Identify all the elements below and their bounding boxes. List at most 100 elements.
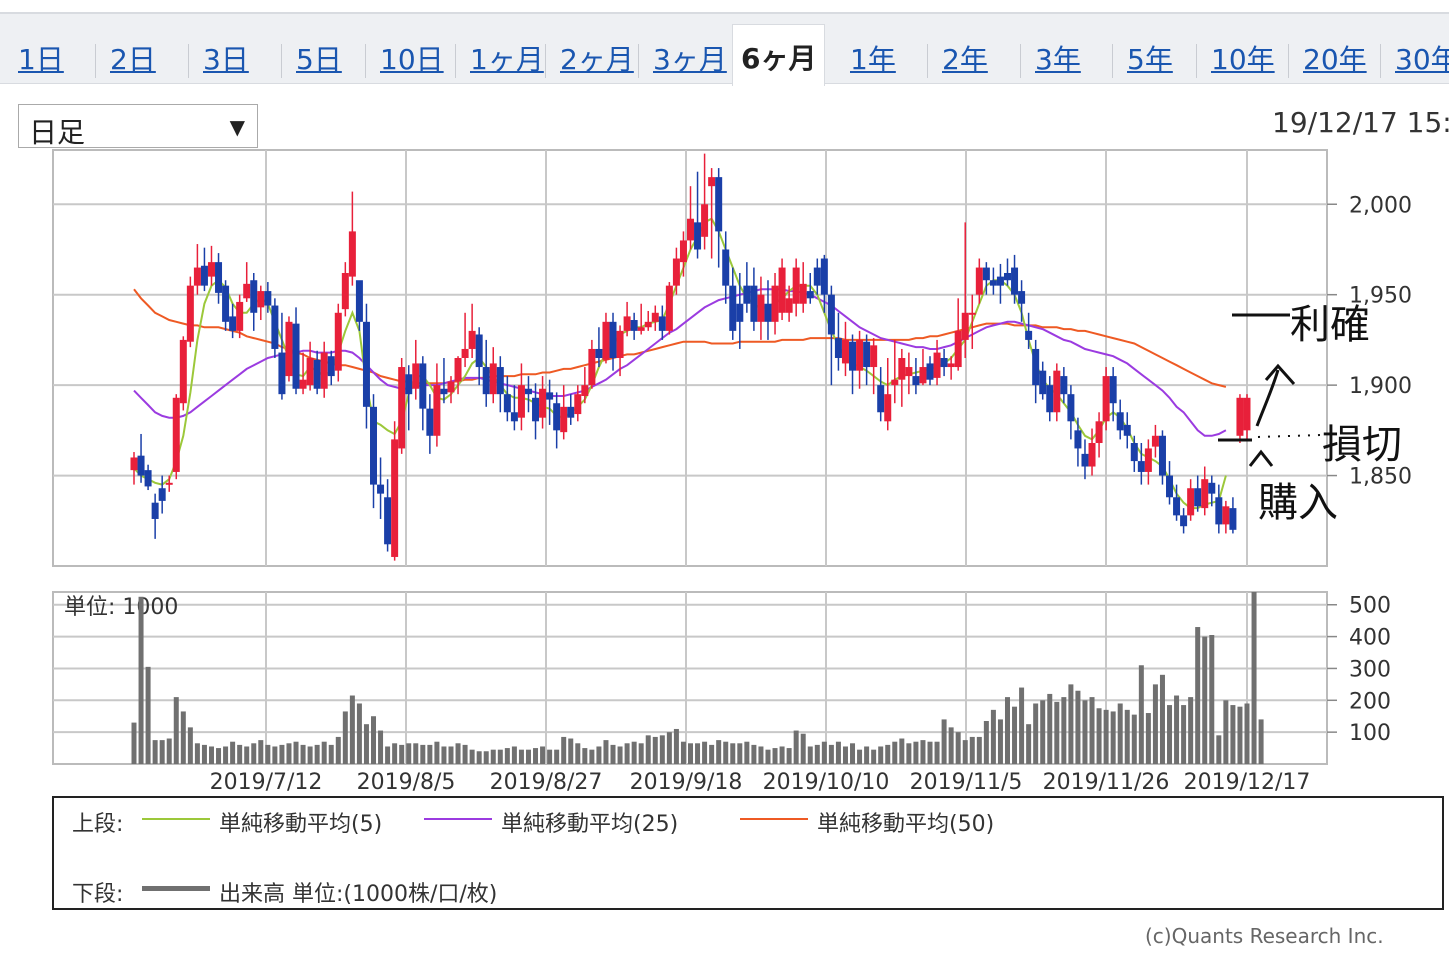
volume-bar [969,736,975,764]
tab-1[interactable]: 1日 [18,43,64,76]
tab-15[interactable]: 20年 [1303,43,1367,76]
volume-bar [1068,684,1074,764]
volume-bar [709,744,715,764]
tab-separator [1288,44,1289,78]
candle-body [285,321,293,377]
take-profit-annotation: 利確 [1290,302,1370,348]
candle-body [806,291,814,299]
volume-bar [645,735,651,764]
volume-bar [941,719,947,764]
tab-12[interactable]: 3年 [1035,43,1081,76]
candle-body [257,291,265,308]
period-select[interactable]: 日足 ▼ [18,104,258,149]
volume-bar [540,746,546,764]
volume-tick-label: 300 [1349,657,1391,682]
candle-body [1039,370,1047,395]
candle-body [771,285,779,322]
volume-bar [251,743,257,764]
volume-bar [638,743,644,764]
volume-bar [173,697,179,764]
volume-bar [483,751,489,764]
tab-9[interactable]: 6ヶ月 [732,24,826,86]
candle-body [1222,506,1230,525]
candle-body [926,363,934,380]
volume-bar [349,695,355,764]
candle-body [278,352,286,395]
candle-body [1081,453,1089,467]
tab-6[interactable]: 1ヶ月 [470,43,544,76]
volume-bar [131,722,137,764]
tab-8[interactable]: 3ヶ月 [653,43,727,76]
candle-body [637,327,645,331]
volume-bar [237,744,243,764]
volume-bar [293,741,299,764]
volume-bar [878,746,884,764]
volume-tick-label: 500 [1349,594,1391,619]
candle-body [877,385,885,413]
candle-body [489,363,497,395]
candle-body [694,222,702,250]
volume-bar [927,741,933,764]
volume-bar [659,735,665,764]
tab-5[interactable]: 10日 [380,43,444,76]
volume-bar [307,746,313,764]
candle-body [560,406,568,433]
candle-body [475,334,483,368]
volume-bar [187,727,193,764]
volume-bar [631,741,637,764]
volume-bar [603,740,609,764]
candle-body [468,330,476,349]
tab-16[interactable]: 30年 [1395,43,1449,76]
candle-body [207,262,215,277]
volume-bar [568,738,574,764]
volume-bar [864,746,870,764]
tab-separator [638,44,639,78]
legend-ma25-label: 単純移動平均(25) [501,812,679,837]
candle-body [856,339,864,371]
candle-body [517,385,525,418]
candle-body [595,348,603,358]
volume-bar [1124,709,1130,764]
tab-11[interactable]: 2年 [942,43,988,76]
candle-body [1011,267,1019,295]
volume-bar [983,721,989,764]
candle-body [1166,475,1174,498]
volume-bar [1082,700,1088,764]
candle-body [736,303,744,322]
volume-bar [328,744,334,764]
candle-body [870,345,878,368]
candle-body [334,312,342,371]
candle-body [996,276,1004,286]
candle-body [1130,443,1138,462]
volume-bar [666,732,672,764]
volume-bar [342,711,348,764]
volume-bar [793,730,799,764]
candle-body [947,363,955,368]
volume-unit-label: 単位: 1000 [64,595,178,620]
volume-bar [1223,700,1229,764]
tab-10[interactable]: 1年 [850,43,896,76]
volume-bar [152,740,158,764]
volume-bar [1181,705,1187,764]
candle-body [1060,376,1068,395]
tab-14[interactable]: 10年 [1211,43,1275,76]
tab-2[interactable]: 2日 [110,43,156,76]
volume-bar [1040,700,1046,764]
candle-body [982,267,990,281]
volume-bar [814,744,820,764]
volume-bar [871,749,877,764]
candle-body [687,218,694,241]
tab-7[interactable]: 2ヶ月 [560,43,634,76]
tab-4[interactable]: 5日 [296,43,342,76]
date-tick-label: 2019/11/26 [1043,770,1170,795]
candle-body [412,363,420,389]
volume-bar [821,741,827,764]
legend-ma50-label: 単純移動平均(50) [817,812,995,837]
tab-3[interactable]: 3日 [203,43,249,76]
tab-13[interactable]: 5年 [1127,43,1173,76]
volume-bar [208,746,214,764]
volume-bar [765,749,771,764]
volume-bar [673,728,679,764]
volume-bar [1188,697,1194,764]
volume-bar [448,746,454,764]
